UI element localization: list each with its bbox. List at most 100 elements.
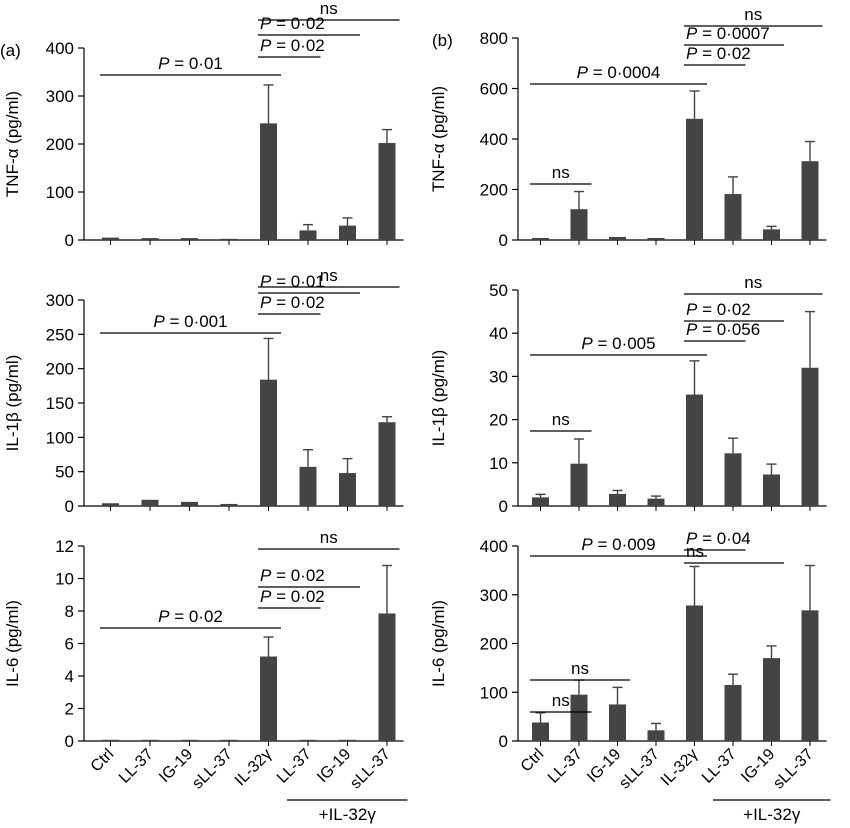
treatment-label: +IL-32γ bbox=[743, 805, 801, 824]
p-value: = 0·0007 bbox=[697, 24, 769, 43]
p-symbol: P bbox=[158, 54, 170, 73]
y-tick-label: 400 bbox=[46, 39, 74, 58]
bar-0 bbox=[532, 237, 549, 240]
panel-label: (b) bbox=[432, 31, 453, 50]
x-tick-label: sLL-37 bbox=[616, 746, 663, 793]
x-tick-label: Ctrl bbox=[518, 746, 548, 776]
significance-label: P = 0·02 bbox=[260, 293, 325, 312]
bar-0 bbox=[532, 497, 549, 506]
x-tick-label: IL-32γ bbox=[658, 746, 701, 789]
y-tick-label: 100 bbox=[46, 428, 74, 447]
bar-2 bbox=[181, 739, 198, 741]
p-value: = 0·02 bbox=[271, 36, 324, 55]
bar-5 bbox=[299, 466, 317, 506]
bar-0 bbox=[102, 739, 119, 741]
significance-label: ns bbox=[571, 659, 589, 678]
p-symbol: P bbox=[260, 36, 272, 55]
x-tick-label: LL-37 bbox=[274, 746, 315, 787]
p-symbol: P bbox=[581, 334, 593, 353]
y-tick-label: 10 bbox=[489, 454, 508, 473]
y-tick-label: 30 bbox=[489, 367, 508, 386]
bar-3 bbox=[220, 739, 238, 741]
significance-label: P = 0·02 bbox=[686, 44, 751, 63]
bar-2 bbox=[181, 501, 198, 506]
bar-4 bbox=[260, 123, 277, 240]
p-symbol: P bbox=[686, 320, 698, 339]
y-tick-label: 400 bbox=[480, 537, 508, 556]
significance-label: P = 0·0004 bbox=[577, 63, 661, 82]
y-tick-label: 200 bbox=[480, 635, 508, 654]
bar-6 bbox=[763, 658, 780, 741]
bar-5 bbox=[724, 194, 742, 240]
p-value: = 0·01 bbox=[169, 54, 222, 73]
significance-label: P = 0·056 bbox=[686, 320, 760, 339]
y-tick-label: 600 bbox=[480, 80, 508, 99]
significance-label: P = 0·02 bbox=[260, 587, 325, 606]
treatment-label: +IL-32γ bbox=[319, 805, 377, 824]
x-tick-label: LL-37 bbox=[545, 746, 586, 787]
bar-4 bbox=[686, 605, 703, 741]
significance-label: ns bbox=[744, 5, 762, 24]
y-axis-label: IL-1β (pg/ml) bbox=[429, 350, 448, 447]
y-tick-label: 800 bbox=[480, 29, 508, 48]
p-symbol: P bbox=[260, 566, 272, 585]
y-tick-label: 300 bbox=[46, 291, 74, 310]
significance-label: P = 0·04 bbox=[686, 529, 751, 548]
significance-label: P = 0·01 bbox=[158, 54, 223, 73]
bar-1 bbox=[570, 209, 588, 240]
y-tick-label: 300 bbox=[480, 586, 508, 605]
significance-label: ns bbox=[552, 410, 570, 429]
bar-2 bbox=[609, 704, 626, 741]
significance-label: P = 0·001 bbox=[153, 312, 227, 331]
significance-label: P = 0·02 bbox=[260, 14, 325, 33]
p-symbol: P bbox=[581, 535, 593, 554]
y-tick-label: 150 bbox=[46, 394, 74, 413]
y-tick-label: 100 bbox=[46, 183, 74, 202]
significance-label: P = 0·02 bbox=[158, 607, 223, 626]
y-tick-label: 20 bbox=[489, 411, 508, 430]
bar-4 bbox=[686, 394, 703, 506]
bar-4 bbox=[260, 379, 277, 506]
y-tick-label: 10 bbox=[55, 570, 74, 589]
p-value: = 0·02 bbox=[271, 587, 324, 606]
p-value: = 0·02 bbox=[169, 607, 222, 626]
p-symbol: P bbox=[577, 63, 589, 82]
x-tick-label: Ctrl bbox=[88, 746, 118, 776]
bar-5 bbox=[724, 684, 742, 741]
y-tick-label: 0 bbox=[65, 497, 74, 516]
p-symbol: P bbox=[153, 312, 165, 331]
bar-2 bbox=[609, 493, 626, 506]
bar-1 bbox=[570, 694, 588, 741]
x-tick-label: IL-32γ bbox=[232, 746, 275, 789]
x-tick-label: sLL-37 bbox=[770, 746, 817, 793]
p-symbol: P bbox=[686, 300, 698, 319]
significance-label: P = 0·0007 bbox=[686, 24, 770, 43]
y-tick-label: 8 bbox=[65, 602, 74, 621]
p-value: = 0·0004 bbox=[588, 63, 660, 82]
bar-7 bbox=[801, 161, 819, 240]
p-symbol: P bbox=[260, 14, 272, 33]
bar-5 bbox=[299, 230, 317, 240]
bar-2 bbox=[609, 236, 626, 240]
panel-label: (a) bbox=[0, 41, 21, 60]
bar-1 bbox=[141, 739, 159, 741]
bar-7 bbox=[378, 422, 396, 506]
y-axis-label: TNF-α (pg/ml) bbox=[3, 91, 22, 197]
bar-0 bbox=[102, 503, 119, 506]
bar-3 bbox=[647, 498, 665, 506]
x-tick-label: sLL-37 bbox=[347, 746, 394, 793]
y-axis-label: IL-1β (pg/ml) bbox=[3, 355, 22, 452]
y-tick-label: 0 bbox=[499, 231, 508, 250]
bar-1 bbox=[141, 238, 159, 240]
p-value: = 0·001 bbox=[165, 312, 228, 331]
bar-0 bbox=[532, 722, 549, 741]
bar-4 bbox=[686, 118, 703, 240]
bar-3 bbox=[220, 238, 238, 240]
y-tick-label: 0 bbox=[65, 732, 74, 751]
significance-label: ns bbox=[320, 528, 338, 547]
p-value: = 0·056 bbox=[697, 320, 760, 339]
